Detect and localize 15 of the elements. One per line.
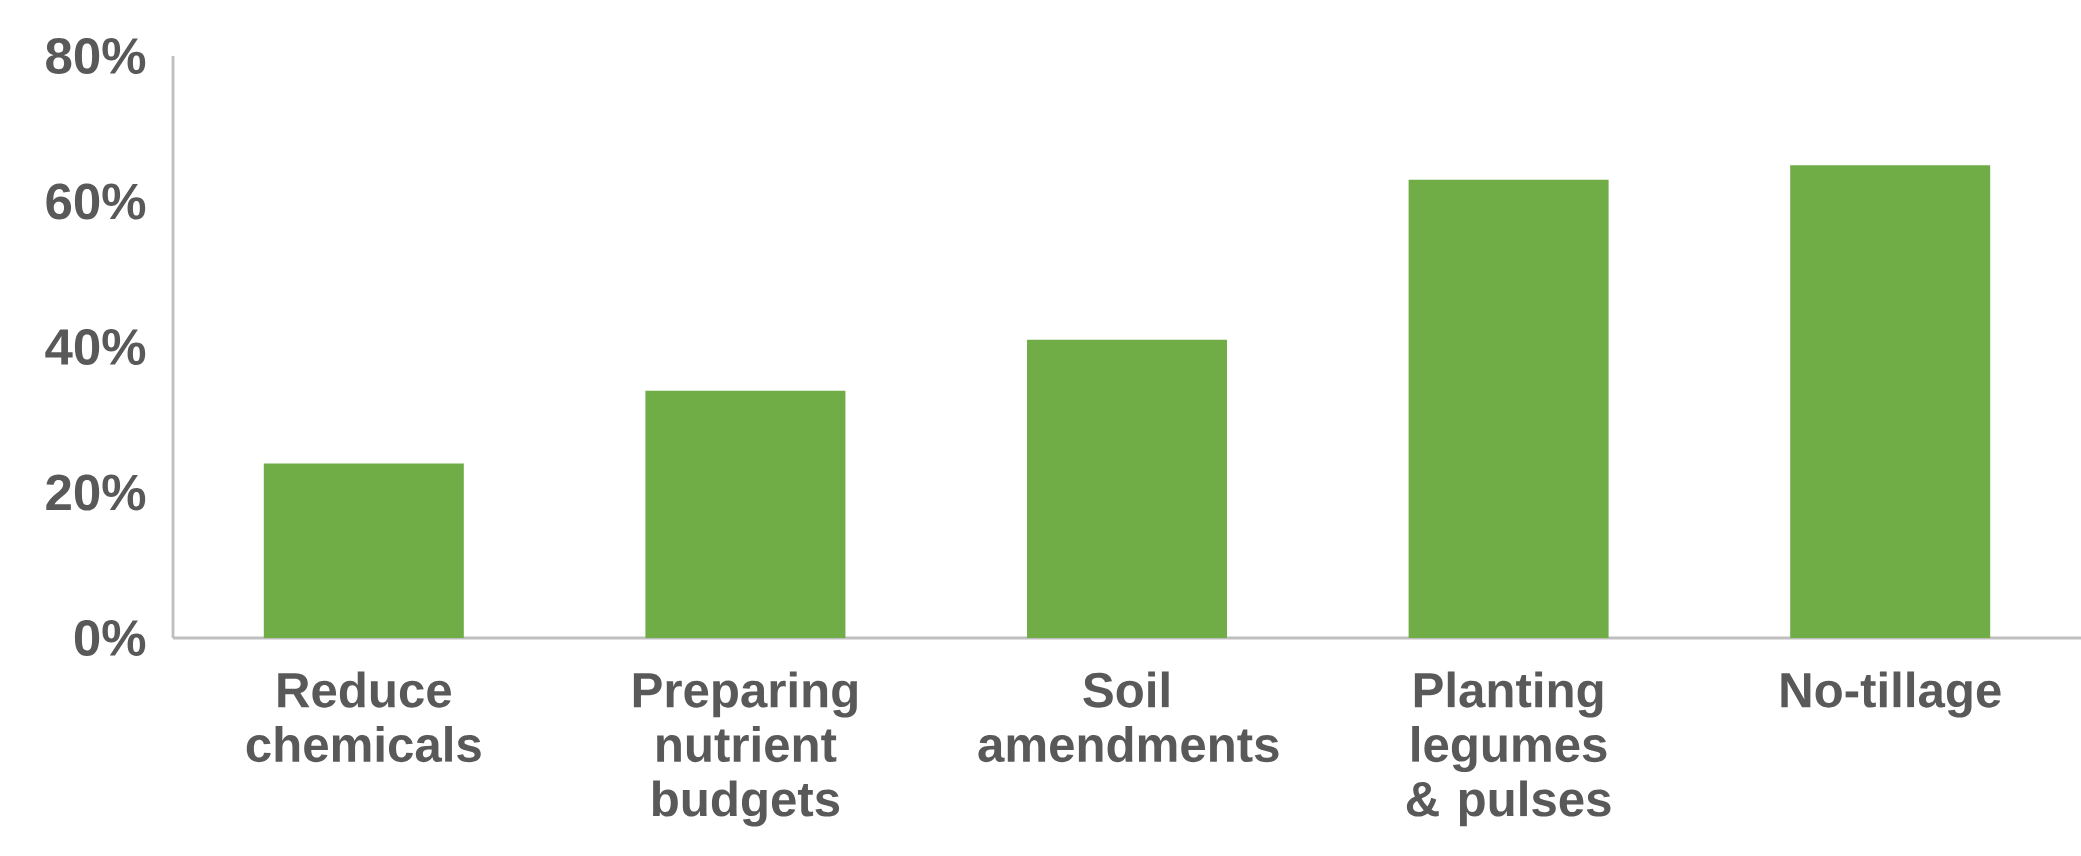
y-tick-label: 80% bbox=[46, 37, 146, 75]
bar bbox=[1408, 179, 1609, 639]
y-tick-label: 0% bbox=[74, 619, 146, 657]
x-tick-label: Soil amendments bbox=[978, 671, 1279, 763]
bar bbox=[1027, 339, 1227, 639]
y-tick-label: 20% bbox=[46, 474, 146, 511]
y-tick-label: 60% bbox=[46, 183, 146, 220]
x-tick-label: Planting legumes & pulses bbox=[1406, 671, 1611, 827]
x-tick-label: Reduce chemicals bbox=[246, 671, 481, 763]
x-tick-label: Preparing nutrient budgets bbox=[633, 671, 857, 827]
x-tick-label: No-tillage bbox=[1781, 671, 2001, 718]
bar bbox=[263, 463, 464, 639]
y-tick-label: 40% bbox=[45, 328, 146, 366]
bar bbox=[1790, 165, 1991, 639]
bar bbox=[645, 390, 846, 639]
